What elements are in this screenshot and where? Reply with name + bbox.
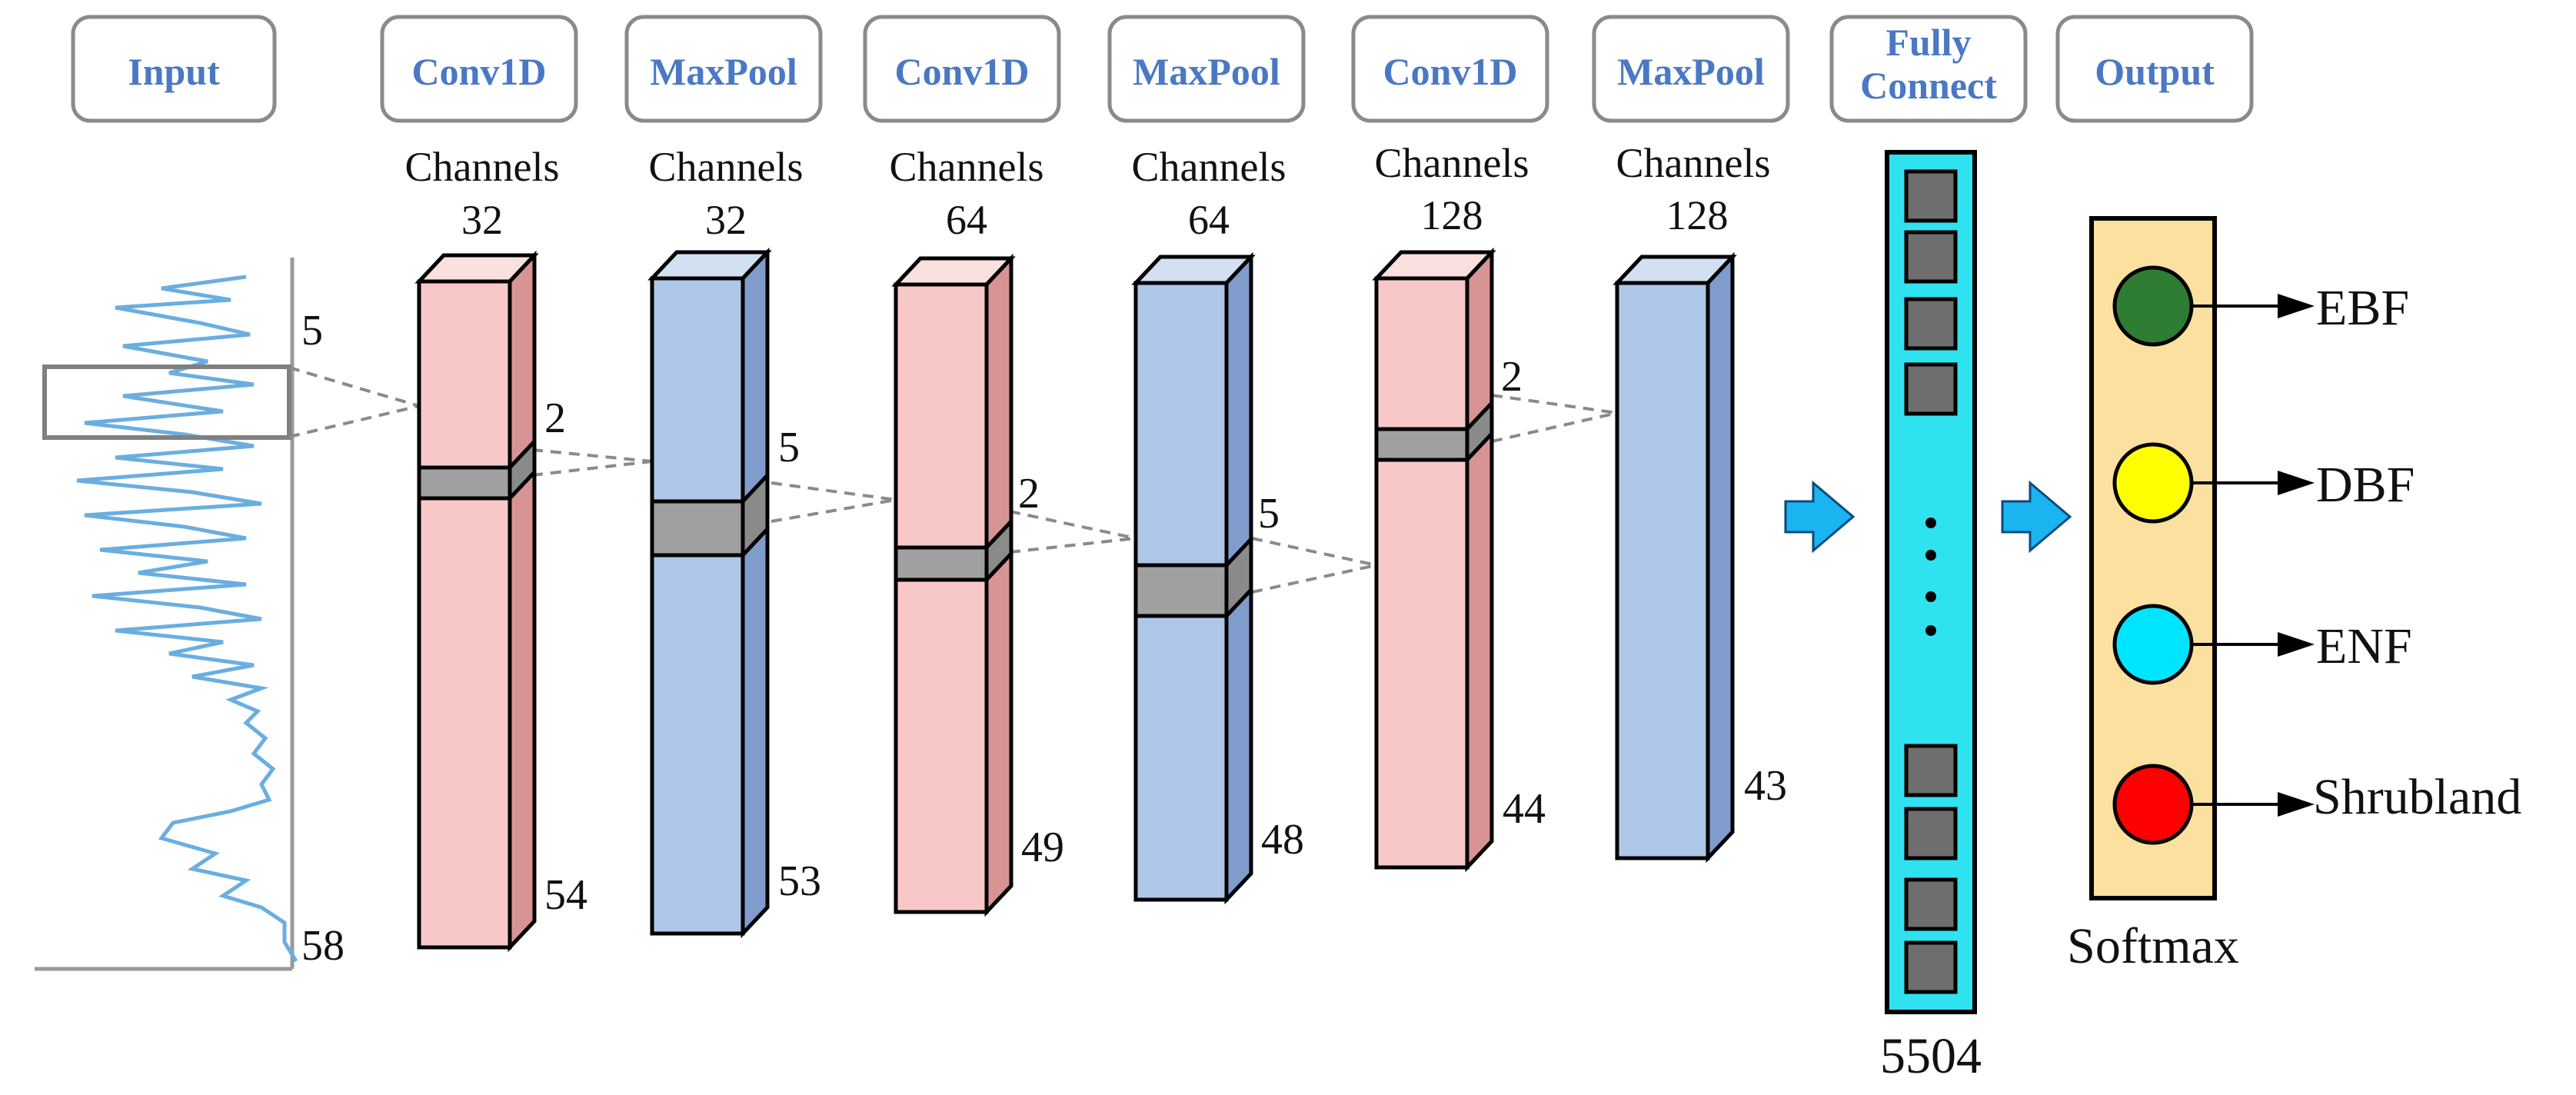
ellipsis-dot (1925, 518, 1936, 528)
fc-neuron (1904, 297, 1958, 351)
channels-value-5: 128 (1421, 192, 1483, 238)
layer-blocks (414, 247, 1737, 953)
conv1d-block-1 (414, 250, 539, 953)
arrow-to-fc-icon (1784, 480, 1855, 554)
class-label-dbf: DBF (2316, 457, 2415, 513)
length-label-1: 54 (544, 871, 587, 919)
ellipsis-dot (1925, 550, 1936, 561)
conv1d-kernel-band-2 (894, 545, 989, 582)
channels-value-3: 64 (946, 197, 987, 243)
header-maxpool-3: MaxPool (1592, 15, 1790, 123)
fc-neuron (1904, 940, 1958, 994)
maxpool-window-band-1 (650, 499, 745, 557)
kernel-label-1: 2 (544, 394, 566, 442)
channels-caption-2: Channels (649, 144, 804, 190)
header-conv1d-2-label: Conv1D (894, 50, 1029, 93)
ellipsis-dot (1925, 625, 1936, 636)
class-label-ebf: EBF (2316, 280, 2409, 336)
arrow-to-output-icon (2001, 480, 2072, 554)
header-fully-connect-label: Fully Connect (1860, 21, 1997, 107)
maxpool-block-3 (1612, 251, 1737, 864)
header-output-label: Output (2095, 50, 2215, 93)
channels-caption-3: Channels (890, 144, 1044, 190)
header-conv1d-1-label: Conv1D (411, 50, 546, 93)
channels-value-2: 32 (705, 197, 747, 243)
header-maxpool-2-label: MaxPool (1133, 50, 1280, 93)
arrow-right-icon (2278, 632, 2315, 657)
fc-neuron (1904, 877, 1958, 931)
flow-arrows (1784, 480, 2072, 554)
length-label-4: 48 (1261, 816, 1304, 864)
kernel-label-2: 5 (778, 424, 800, 471)
header-input-label: Input (128, 50, 220, 93)
input-signal-trace (76, 275, 298, 963)
header-row: Input Conv1D MaxPool Conv1D MaxPool Conv… (71, 15, 2254, 123)
conv1d-block-3 (1372, 247, 1496, 873)
input-signal-panel: 5 58 (35, 258, 344, 971)
length-label-6: 43 (1744, 762, 1787, 810)
class-label-shrubland: Shrubland (2313, 769, 2521, 825)
header-maxpool-1-label: MaxPool (650, 50, 797, 93)
input-window-highlight (42, 364, 291, 440)
kernel-label-3: 2 (1018, 470, 1040, 518)
channel-labels: Channels 32 Channels 32 Channels 64 Chan… (405, 140, 1771, 243)
header-maxpool-1: MaxPool (624, 15, 823, 123)
header-conv1d-1: Conv1D (380, 15, 578, 123)
ellipsis-dot (1925, 591, 1936, 602)
output-layer: EBF DBF ENF Shrubland Softmax (2067, 216, 2521, 974)
input-top-label: 5 (301, 307, 323, 354)
softmax-label: Softmax (2067, 918, 2239, 974)
arrow-right-icon (2278, 792, 2315, 817)
channels-value-1: 32 (461, 197, 503, 243)
kernel-labels: 2 5 2 5 2 (544, 353, 1523, 538)
length-labels: 54 53 49 48 44 43 (544, 762, 1787, 919)
conv1d-kernel-band-3 (1374, 427, 1469, 462)
fc-size-label: 5504 (1880, 1028, 1982, 1084)
conv1d-block-2 (891, 253, 1016, 917)
channels-caption-4: Channels (1132, 144, 1286, 190)
output-node-shrubland (2112, 764, 2194, 845)
header-conv1d-3: Conv1D (1351, 15, 1549, 123)
channels-value-6: 128 (1666, 192, 1729, 238)
channels-caption-6: Channels (1616, 140, 1771, 186)
output-node-enf (2112, 604, 2194, 685)
maxpool-block-1 (647, 247, 772, 939)
length-label-3: 49 (1021, 824, 1064, 871)
header-maxpool-3-label: MaxPool (1617, 50, 1765, 93)
header-output: Output (2055, 15, 2254, 123)
header-fully-connect: Fully Connect (1829, 15, 2028, 123)
input-bottom-label: 58 (301, 922, 344, 970)
kernel-label-5: 2 (1501, 353, 1523, 401)
fc-neuron (1904, 807, 1958, 860)
fully-connect-layer: 5504 (1880, 150, 1982, 1084)
arrow-right-icon (2278, 471, 2315, 495)
channels-value-4: 64 (1188, 197, 1230, 243)
maxpool-window-band-2 (1133, 563, 1229, 618)
header-conv1d-3-label: Conv1D (1383, 50, 1517, 93)
kernel-label-4: 5 (1258, 490, 1280, 538)
arrow-right-icon (2278, 294, 2315, 318)
conv1d-kernel-band-1 (417, 465, 512, 501)
output-node-dbf (2112, 442, 2194, 524)
channels-caption-1: Channels (405, 144, 560, 190)
output-node-ebf (2112, 265, 2194, 347)
fc-neuron (1904, 362, 1958, 416)
maxpool-block-2 (1131, 251, 1256, 905)
header-conv1d-2: Conv1D (863, 15, 1061, 123)
fc-neuron (1904, 230, 1958, 284)
header-maxpool-2: MaxPool (1107, 15, 1306, 123)
length-label-5: 44 (1503, 785, 1546, 833)
length-label-2: 53 (778, 857, 821, 905)
fc-neuron (1904, 169, 1958, 223)
channels-caption-5: Channels (1375, 140, 1529, 186)
class-label-enf: ENF (2316, 618, 2412, 674)
header-input: Input (71, 15, 277, 123)
fc-neuron (1904, 744, 1958, 797)
receptive-field-connectors (288, 366, 1618, 594)
